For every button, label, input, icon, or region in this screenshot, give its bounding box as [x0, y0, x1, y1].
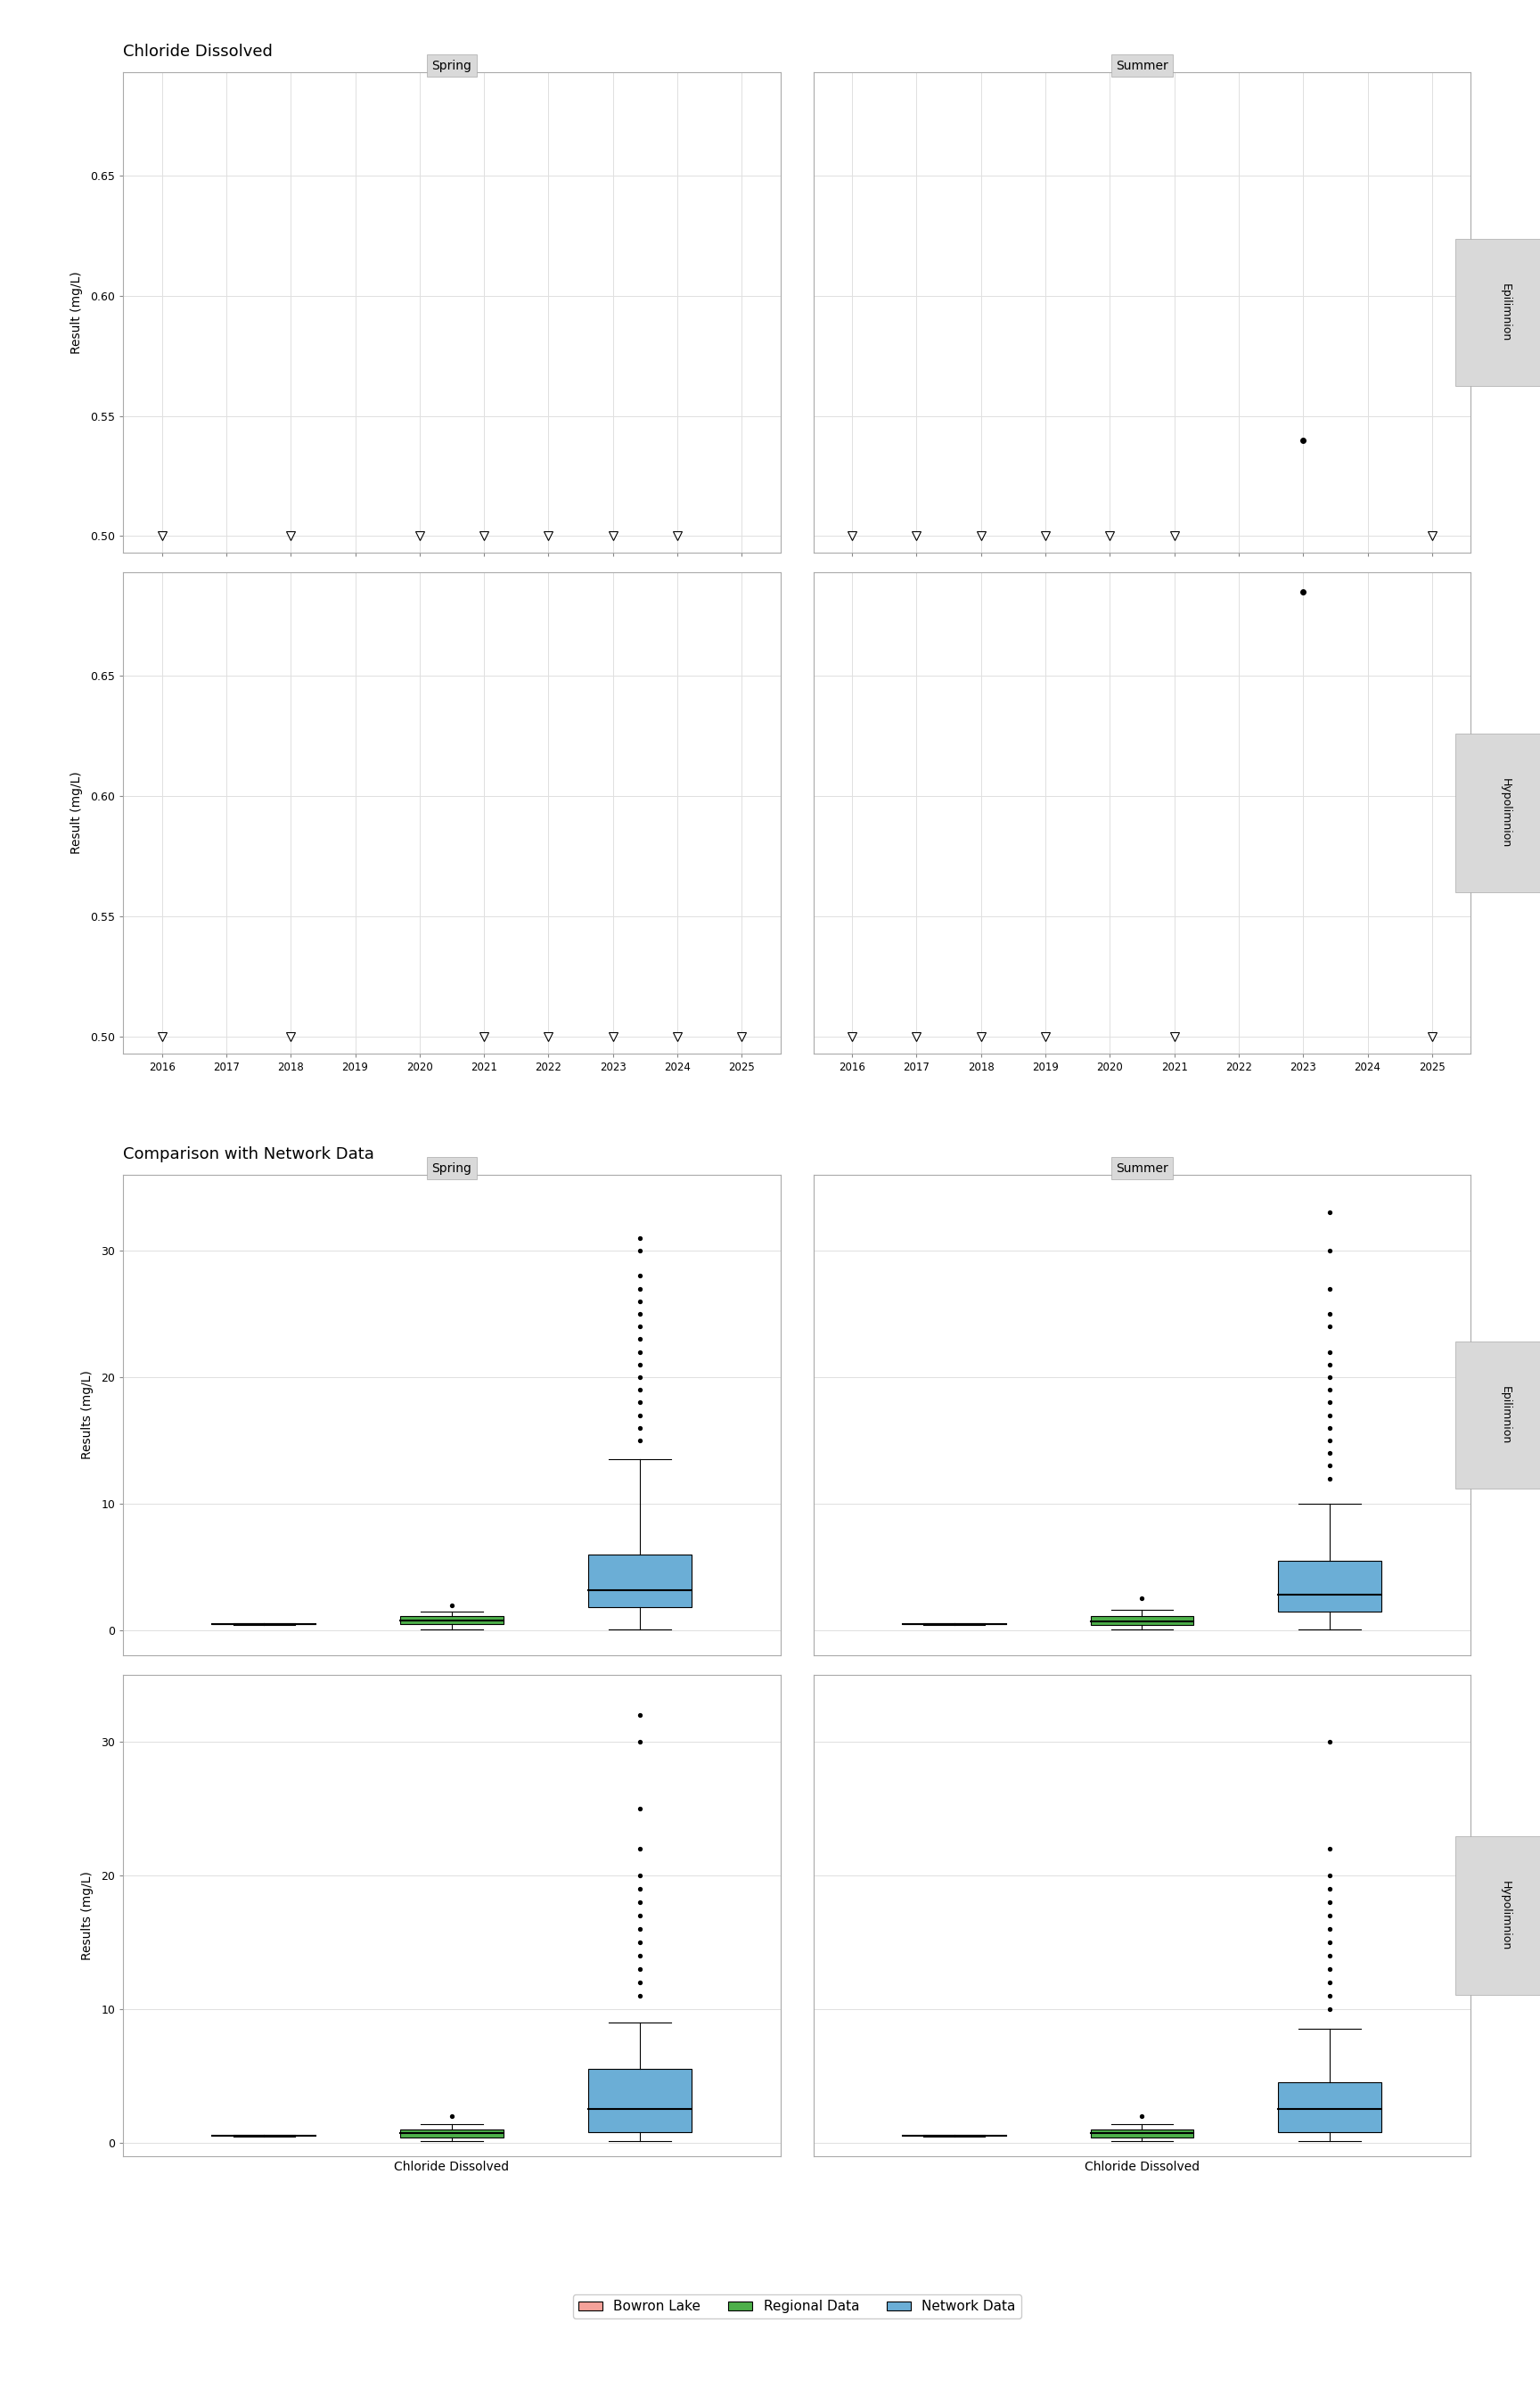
Bar: [1278, 1560, 1381, 1610]
Bar: [400, 2130, 504, 2137]
Bar: [400, 1617, 504, 1624]
Y-axis label: Results (mg/L): Results (mg/L): [82, 1371, 94, 1459]
Y-axis label: Result (mg/L): Result (mg/L): [71, 772, 83, 853]
Title: Spring: Spring: [431, 1162, 471, 1174]
Text: Chloride Dissolved: Chloride Dissolved: [123, 43, 273, 60]
Text: Epilimnion: Epilimnion: [1500, 283, 1511, 343]
Text: Comparison with Network Data: Comparison with Network Data: [123, 1148, 374, 1162]
Legend: Bowron Lake, Regional Data, Network Data: Bowron Lake, Regional Data, Network Data: [573, 2295, 1021, 2319]
Bar: [1278, 2082, 1381, 2132]
Y-axis label: Results (mg/L): Results (mg/L): [82, 1871, 94, 1960]
Bar: [1090, 2130, 1194, 2137]
Title: Summer: Summer: [1116, 60, 1169, 72]
Bar: [588, 2070, 691, 2132]
Title: Spring: Spring: [431, 60, 471, 72]
Bar: [588, 1555, 691, 1608]
Text: Epilimnion: Epilimnion: [1500, 1385, 1511, 1445]
X-axis label: Chloride Dissolved: Chloride Dissolved: [394, 2161, 510, 2173]
Text: Hypolimnion: Hypolimnion: [1500, 1881, 1511, 1950]
Title: Summer: Summer: [1116, 1162, 1169, 1174]
Text: Hypolimnion: Hypolimnion: [1500, 779, 1511, 848]
Bar: [1090, 1617, 1194, 1624]
Y-axis label: Result (mg/L): Result (mg/L): [71, 271, 83, 355]
X-axis label: Chloride Dissolved: Chloride Dissolved: [1084, 2161, 1200, 2173]
